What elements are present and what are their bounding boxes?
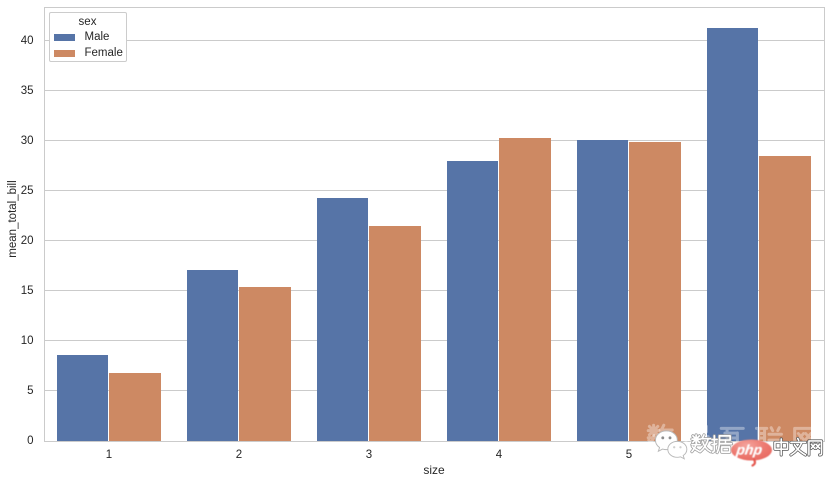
svg-text:php: php <box>734 442 763 458</box>
